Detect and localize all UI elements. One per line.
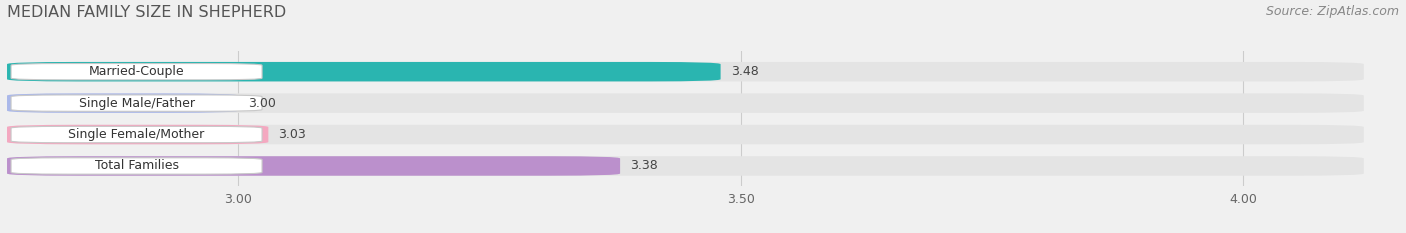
FancyBboxPatch shape: [7, 156, 620, 176]
FancyBboxPatch shape: [7, 125, 1364, 144]
FancyBboxPatch shape: [7, 62, 1364, 81]
Text: Single Male/Father: Single Male/Father: [79, 97, 194, 110]
Text: Single Female/Mother: Single Female/Mother: [69, 128, 205, 141]
FancyBboxPatch shape: [7, 62, 721, 81]
Text: Source: ZipAtlas.com: Source: ZipAtlas.com: [1265, 5, 1399, 18]
Text: Married-Couple: Married-Couple: [89, 65, 184, 78]
FancyBboxPatch shape: [11, 64, 262, 80]
Text: 3.48: 3.48: [731, 65, 758, 78]
Text: 3.03: 3.03: [278, 128, 307, 141]
FancyBboxPatch shape: [11, 95, 262, 111]
FancyBboxPatch shape: [7, 125, 269, 144]
Text: 3.38: 3.38: [630, 159, 658, 172]
FancyBboxPatch shape: [7, 93, 238, 113]
Text: Total Families: Total Families: [94, 159, 179, 172]
FancyBboxPatch shape: [11, 126, 262, 143]
Text: MEDIAN FAMILY SIZE IN SHEPHERD: MEDIAN FAMILY SIZE IN SHEPHERD: [7, 5, 287, 20]
FancyBboxPatch shape: [7, 93, 1364, 113]
FancyBboxPatch shape: [11, 158, 262, 174]
FancyBboxPatch shape: [7, 156, 1364, 176]
Text: 3.00: 3.00: [249, 97, 276, 110]
